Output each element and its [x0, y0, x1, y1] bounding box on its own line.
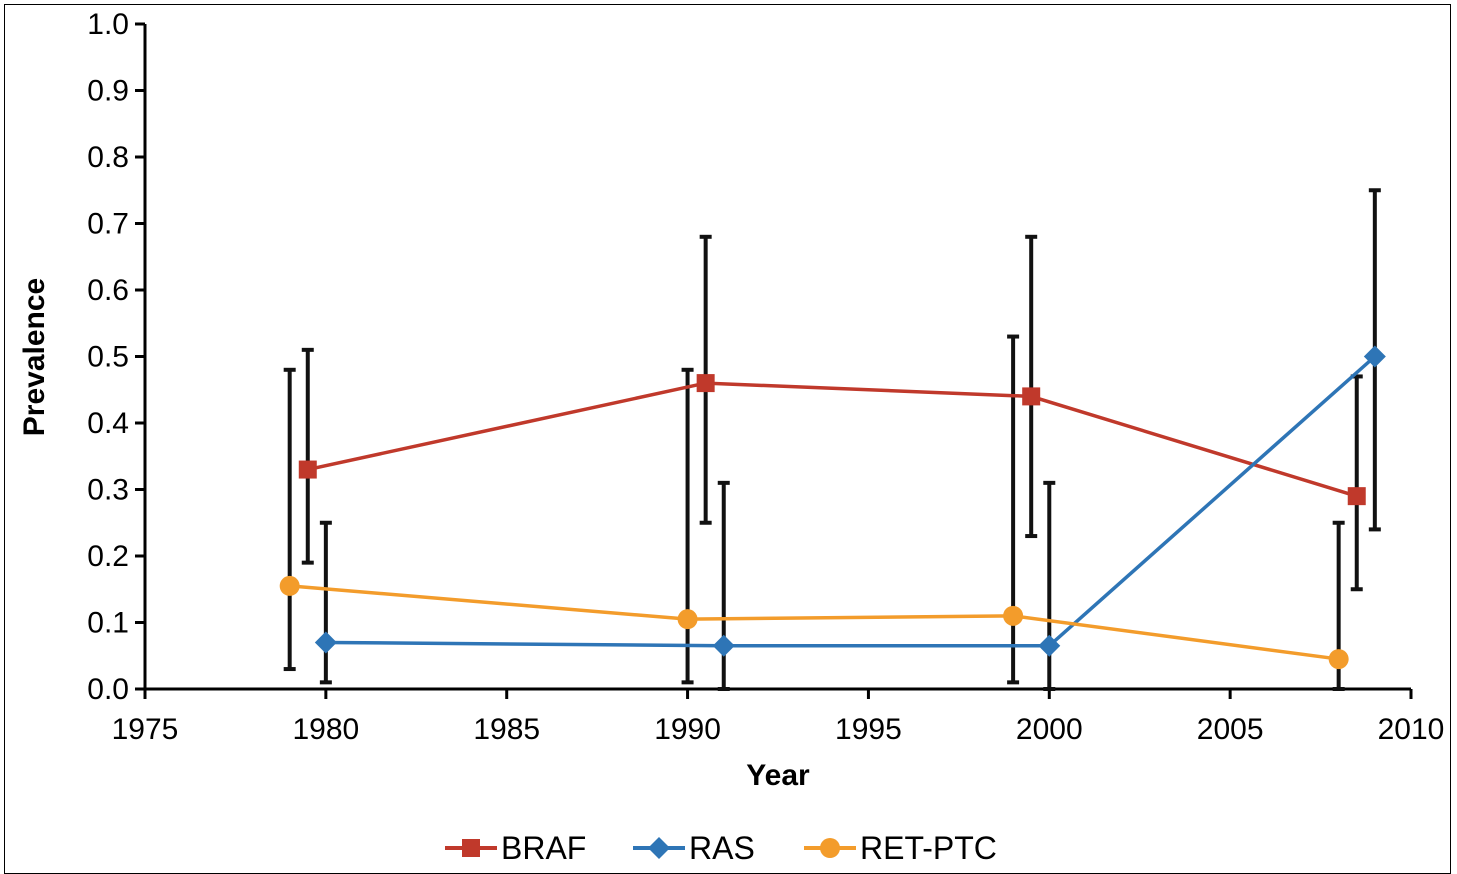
- y-tick-label: 0.5: [87, 341, 129, 374]
- legend-marker-ret-ptc: [820, 838, 840, 858]
- y-tick-label: 0.7: [87, 208, 129, 241]
- series-line-braf: [307, 381, 1358, 498]
- x-tick-label: 2010: [1378, 713, 1445, 746]
- data-point-braf: [1347, 487, 1366, 506]
- x-tick-label: 1975: [112, 713, 179, 746]
- data-point-ret-ptc: [1003, 605, 1024, 626]
- series-line-ras: [325, 355, 1376, 648]
- y-tick-label: 0.3: [87, 474, 129, 507]
- x-tick-label: 2005: [1197, 713, 1264, 746]
- data-point-braf: [298, 460, 317, 479]
- legend-label-ret-ptc: RET-PTC: [860, 830, 997, 864]
- y-tick-label: 0.2: [87, 540, 129, 573]
- x-tick-label: 2000: [1016, 713, 1083, 746]
- legend-marker-braf: [462, 839, 480, 857]
- y-tick-label: 1.0: [87, 8, 129, 41]
- y-tick-label: 0.4: [87, 407, 129, 440]
- x-tick-label: 1995: [835, 713, 902, 746]
- legend-marker-ras: [648, 837, 670, 859]
- y-axis-title: Prevalence: [18, 278, 51, 436]
- data-point-ras: [314, 631, 337, 654]
- data-point-ras: [1038, 634, 1061, 657]
- data-point-ras: [712, 634, 735, 657]
- y-tick-label: 0.8: [87, 141, 129, 174]
- legend-label-ras: RAS: [689, 830, 755, 864]
- x-tick-label: 1985: [473, 713, 540, 746]
- legend: BRAF RAS RET-PTC: [445, 830, 997, 864]
- data-point-braf: [696, 374, 715, 393]
- y-tick-label: 0.0: [87, 673, 129, 706]
- axes: 0.0 0.1 0.2 0.3 0.4 0.5 0.6 0.7 0.8 0.9 1.0 1975 198…: [87, 8, 1444, 746]
- y-tick-label: 0.1: [87, 607, 129, 640]
- data-point-braf: [1022, 387, 1041, 406]
- x-tick-label: 1990: [654, 713, 721, 746]
- y-tick-label: 0.6: [87, 274, 129, 307]
- x-tick-label: 1980: [292, 713, 359, 746]
- data-point-ret-ptc: [279, 575, 300, 596]
- x-axis-title: Year: [746, 759, 810, 792]
- data-point-ret-ptc: [677, 609, 698, 630]
- series-line-ret-ptc: [289, 584, 1339, 661]
- data-point-ret-ptc: [1328, 649, 1349, 670]
- y-tick-label: 0.9: [87, 75, 129, 108]
- legend-label-braf: BRAF: [501, 830, 586, 864]
- series: [279, 345, 1386, 670]
- data-point-ras: [1363, 345, 1386, 368]
